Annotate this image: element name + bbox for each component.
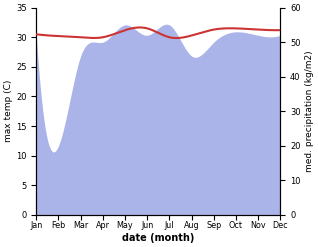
Y-axis label: max temp (C): max temp (C) xyxy=(4,80,13,143)
Y-axis label: med. precipitation (kg/m2): med. precipitation (kg/m2) xyxy=(305,50,314,172)
X-axis label: date (month): date (month) xyxy=(122,233,195,243)
